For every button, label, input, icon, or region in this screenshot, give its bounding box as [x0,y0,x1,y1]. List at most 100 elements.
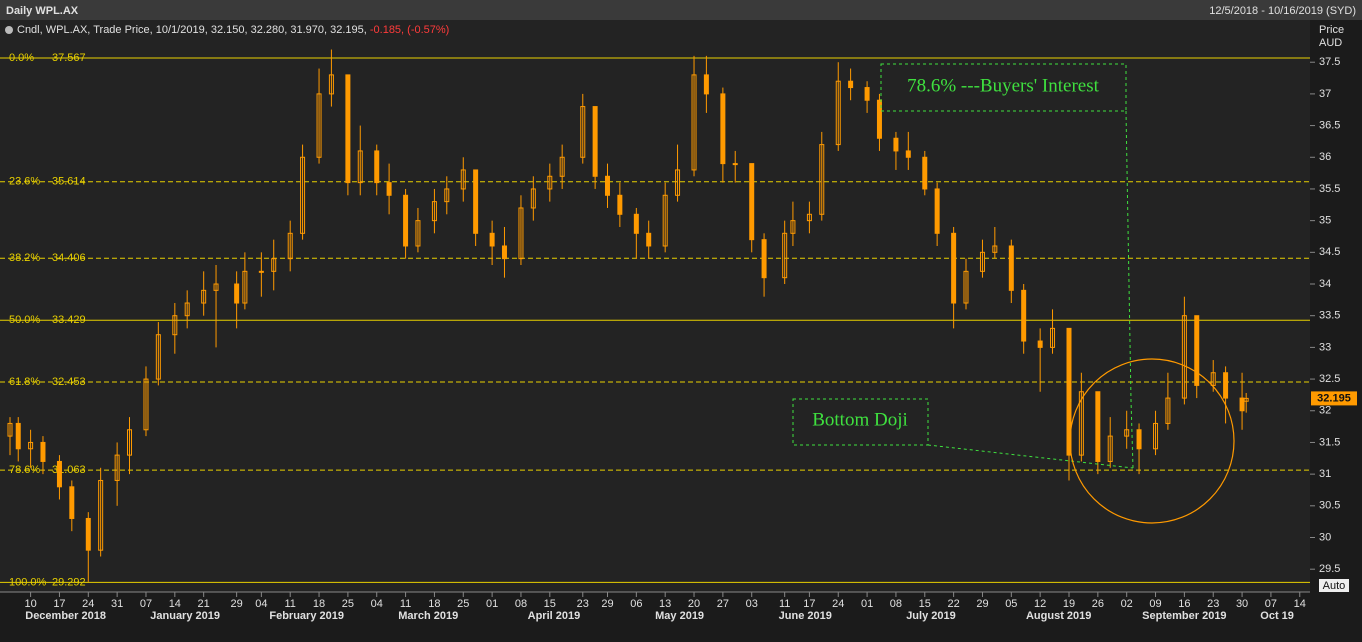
candle-body [415,220,421,247]
candle-body [749,163,755,241]
candle-body [547,175,553,190]
candle-body [1165,397,1171,424]
candle-body [287,232,293,260]
last-price: 32.195 [1317,392,1351,404]
x-tick-label: 17 [53,598,65,610]
scale-mode-box[interactable] [1319,579,1349,592]
x-tick-label: 07 [1265,598,1277,610]
candle-body [7,422,13,437]
x-tick-label: 09 [1149,598,1161,610]
fib-percent: 50.0% [9,314,40,326]
x-tick-label: 23 [577,598,589,610]
candle-body [1153,422,1159,450]
fib-price: 33.429 [52,314,86,326]
candle-body [848,80,854,89]
x-tick-label: 04 [255,598,267,610]
candle-body [316,93,322,158]
candle-body [1066,327,1072,456]
candle-body [40,441,46,462]
x-tick-label: 22 [948,598,960,610]
candle-body [806,213,812,222]
x-tick-label: 16 [1178,598,1190,610]
y-tick-label: 32 [1319,405,1331,417]
candle-body [501,245,507,260]
candle-body [559,156,565,177]
candle-body [1037,340,1043,348]
month-label: June 2019 [779,610,832,622]
candle-body [1078,391,1084,456]
x-tick-label: 23 [1207,598,1219,610]
candle-body [720,93,726,165]
month-label: May 2019 [655,610,704,622]
chart-title: Daily WPL.AX [6,5,79,17]
candle-body [1210,372,1216,386]
legend-icon [5,26,13,34]
candle-body [893,137,899,152]
header-bar [0,0,1362,20]
x-tick-label: 25 [457,598,469,610]
candle-body [922,156,928,190]
y-tick-label: 35 [1319,215,1331,227]
candle-body [85,517,91,551]
x-axis-band [0,592,1362,642]
candle-body [234,283,240,304]
candle-body [633,213,639,234]
candle-body [518,207,524,260]
annotations [792,63,1134,469]
month-label: January 2019 [150,610,220,622]
candle-body [213,283,219,291]
x-tick-label: 29 [231,598,243,610]
candle-body [386,182,392,196]
month-label: March 2019 [398,610,458,622]
y-tick-label: 34 [1319,278,1331,290]
x-tick-label: 26 [1092,598,1104,610]
fib-percent: 61.8% [9,376,40,388]
candle-body [951,232,957,304]
month-label: July 2019 [906,610,956,622]
candle-body [905,150,911,158]
fib-percent: 23.6% [9,176,40,188]
candle-body [732,163,738,166]
candle-body [1181,315,1187,399]
candle-body [675,169,681,196]
y-tick-label: 33 [1319,341,1331,353]
x-tick-label: 08 [890,598,902,610]
x-tick-label: 06 [630,598,642,610]
month-label: August 2019 [1026,610,1091,622]
candle-body [201,289,207,304]
x-tick-label: 29 [976,598,988,610]
x-tick-label: 13 [659,598,671,610]
candle-body [15,422,21,450]
candle-body [184,302,190,317]
candle-body [155,334,161,380]
x-tick-label: 03 [746,598,758,610]
candle-body [489,232,495,247]
y-tick-label: 36 [1319,151,1331,163]
month-label: December 2018 [25,610,106,622]
fib-percent: 100.0% [9,576,47,588]
candle-body [357,150,363,184]
month-label: September 2019 [1142,610,1226,622]
candle-body [473,169,479,234]
candle-body [1124,429,1130,437]
x-tick-label: 05 [1005,598,1017,610]
plot: 29.5 30 30.5 31 31.5 32 32.5 33 33.5 34 34.5 35 35.5… [0,49,1357,622]
x-tick-label: 12 [1034,598,1046,610]
x-tick-label: 18 [428,598,440,610]
x-tick-label: 11 [779,598,790,610]
scale-mode[interactable]: Auto [1323,580,1346,592]
annotation-box [880,63,1127,112]
candle-body [819,144,825,215]
x-tick-label: 29 [601,598,613,610]
y-tick-label: 37 [1319,88,1331,100]
candle-body [1021,289,1027,342]
candle-body [1136,429,1142,450]
annotation: 78.6% ---Buyers' Interest [907,75,1100,96]
y-tick-label: 33.5 [1319,310,1340,322]
y-tick-label: 34.5 [1319,246,1340,258]
candle-body [28,441,34,450]
x-tick-label: 24 [832,598,844,610]
x-tick-label: 24 [82,598,94,610]
x-tick-label: 14 [169,598,181,610]
